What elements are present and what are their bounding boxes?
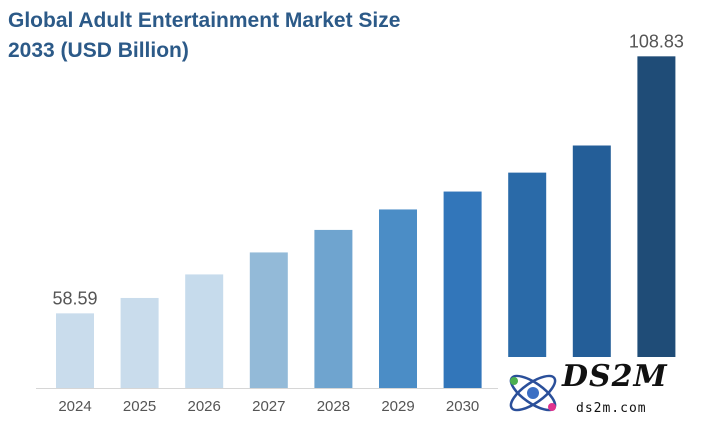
x-tick-label-2024: 2024 bbox=[58, 398, 91, 415]
bar-2024 bbox=[56, 313, 94, 388]
x-tick-label-2030: 2030 bbox=[446, 398, 479, 415]
chart-title: Global Adult Entertainment Market Size 2… bbox=[8, 6, 478, 66]
bar-2026 bbox=[185, 274, 224, 388]
bar-2027 bbox=[249, 252, 288, 388]
data-label-2033: 108.83 bbox=[629, 31, 684, 51]
x-tick-label-2027: 2027 bbox=[252, 398, 285, 415]
logo-url: ds2m.com bbox=[576, 401, 647, 416]
bar-2030 bbox=[443, 191, 482, 388]
x-tick-label-2029: 2029 bbox=[381, 398, 414, 415]
x-tick-label-2025: 2025 bbox=[123, 398, 156, 415]
bar-2029 bbox=[379, 209, 417, 388]
atom-icon bbox=[509, 374, 557, 412]
bar-2031 bbox=[508, 172, 547, 388]
ds2m-logo: DS2M ds2m.com bbox=[498, 357, 720, 429]
data-label-2024: 58.59 bbox=[52, 288, 97, 308]
x-tick-label-2028: 2028 bbox=[317, 398, 350, 415]
bar-2032 bbox=[572, 145, 611, 388]
x-tick-label-2026: 2026 bbox=[188, 398, 221, 415]
bar-2025 bbox=[120, 297, 159, 388]
chart-title-line-2: 2033 (USD Billion) bbox=[8, 39, 189, 62]
bar-2028 bbox=[314, 229, 353, 388]
chart-title-line-1: Global Adult Entertainment Market Size bbox=[8, 9, 401, 32]
logo-wordmark: DS2M bbox=[562, 359, 668, 394]
bar-2033 bbox=[637, 56, 676, 389]
